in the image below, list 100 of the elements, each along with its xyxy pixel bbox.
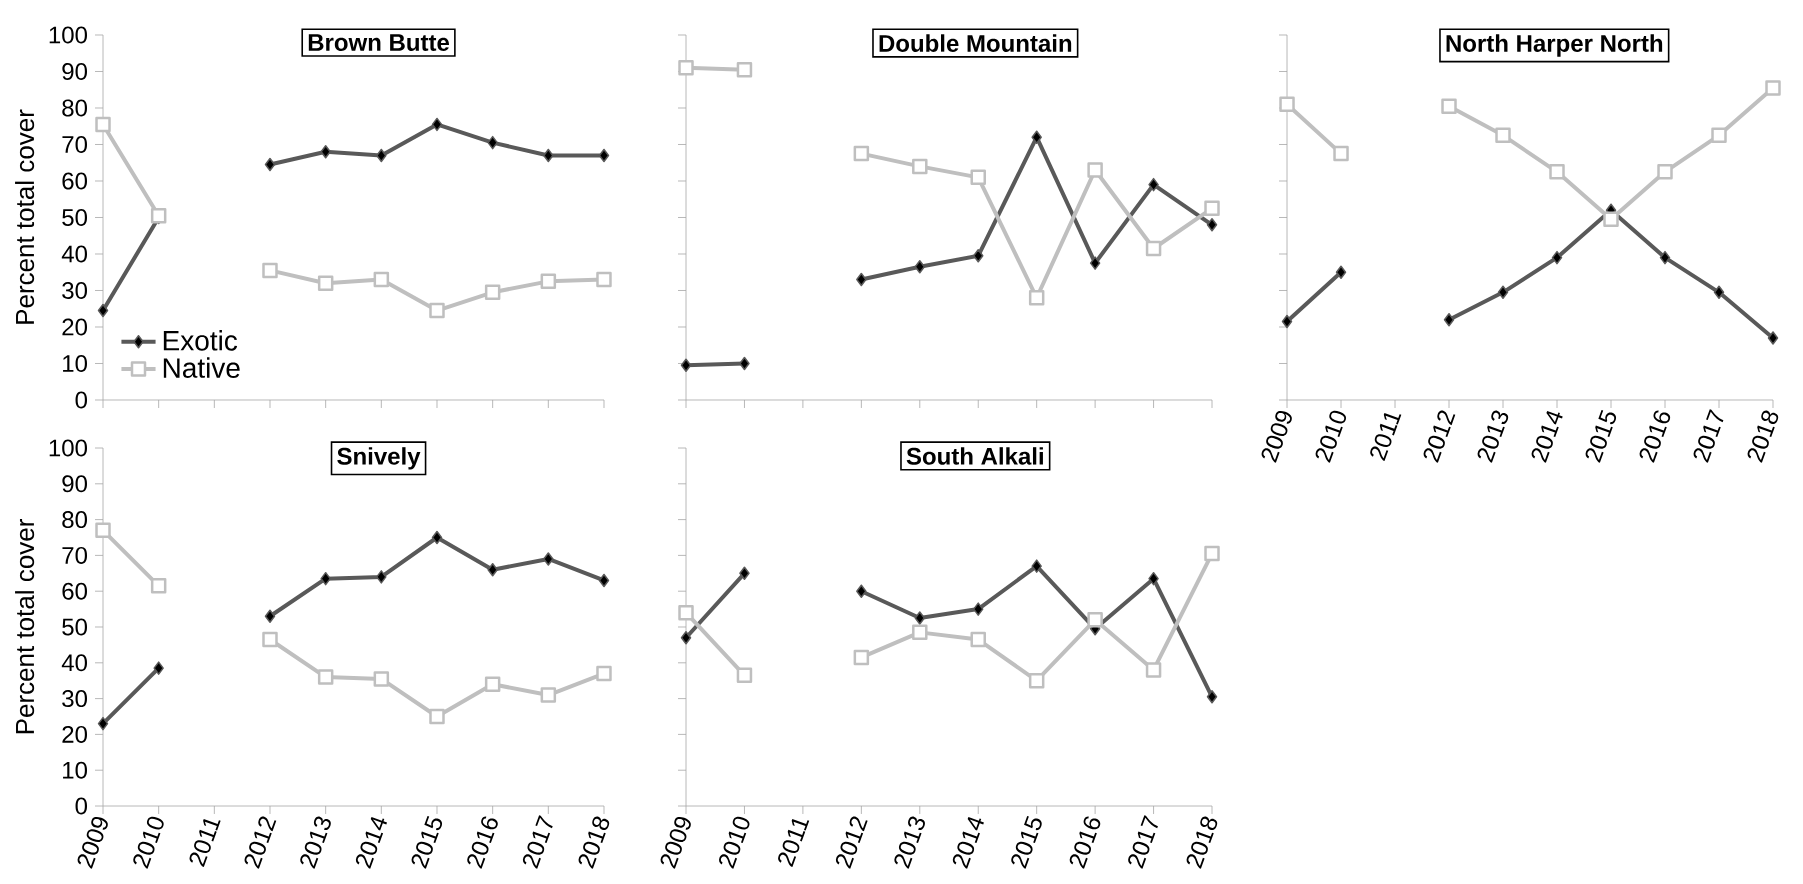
point <box>376 570 387 584</box>
point <box>1443 312 1455 327</box>
x-tick-label: 2015 <box>1585 409 1617 463</box>
chart-title: Brown Butte <box>308 34 450 51</box>
x-tick-label: 2013 <box>300 816 331 869</box>
y-tick-label: 40 <box>61 245 88 263</box>
y-axis-title: Percent total cover <box>15 519 35 734</box>
point <box>1204 545 1220 562</box>
y-tick-label: 80 <box>62 99 88 117</box>
point <box>150 578 167 594</box>
x-tick-label: 2009 <box>660 816 691 869</box>
point <box>1495 127 1511 144</box>
point <box>317 275 334 291</box>
chart-title: North Harper North <box>1446 34 1663 57</box>
x-tick-label: 2013 <box>1477 410 1509 463</box>
point <box>320 145 331 159</box>
point <box>373 271 390 288</box>
point <box>1657 164 1673 180</box>
point <box>1148 177 1159 192</box>
point <box>540 273 557 290</box>
point <box>1028 290 1045 306</box>
point <box>678 60 694 76</box>
point <box>1145 240 1162 257</box>
x-tick-label: 2016 <box>467 816 498 869</box>
x-tick-label: 2011 <box>778 818 810 868</box>
x-tick-label: 2009 <box>1261 410 1292 463</box>
point <box>856 584 867 598</box>
point <box>1711 127 1727 144</box>
x-tick-label: 2014 <box>355 816 388 869</box>
x-tick-label: 2018 <box>578 816 610 869</box>
point <box>678 604 694 621</box>
point <box>262 631 278 648</box>
point <box>264 609 276 624</box>
y-tick-label: 20 <box>62 318 88 336</box>
point <box>1603 211 1619 228</box>
point <box>1333 145 1349 162</box>
y-tick-label: 70 <box>62 136 88 153</box>
y-tick-label: 80 <box>62 511 88 529</box>
x-tick-label: 2009 <box>77 816 108 869</box>
point <box>912 624 928 641</box>
x-tick-label: 2015 <box>1011 815 1042 869</box>
y-axis-title: Percent total cover <box>15 109 35 324</box>
x-tick-label: 2010 <box>719 816 750 869</box>
point <box>596 271 612 288</box>
y-tick-label: 0 <box>75 391 88 409</box>
point <box>736 61 753 78</box>
point <box>1659 250 1671 265</box>
point <box>1281 314 1293 329</box>
y-tick-label: 10 <box>63 761 88 779</box>
x-tick-label: 2016 <box>1639 410 1671 463</box>
point <box>680 630 692 645</box>
x-tick-label: 2012 <box>835 816 868 869</box>
point <box>97 716 109 731</box>
point <box>1087 162 1103 178</box>
point <box>1206 218 1218 232</box>
point <box>912 158 928 175</box>
y-tick-label: 30 <box>62 282 88 299</box>
x-tick-label: 2015 <box>411 815 443 869</box>
y-tick-label: 50 <box>62 618 88 636</box>
point <box>320 571 331 586</box>
point <box>376 148 387 163</box>
point <box>264 157 276 172</box>
point <box>970 631 986 648</box>
point <box>1031 130 1042 144</box>
point <box>373 671 390 687</box>
x-tick-label: 2012 <box>244 816 277 869</box>
point <box>1206 690 1218 704</box>
point <box>853 649 870 666</box>
point <box>429 708 445 725</box>
point <box>853 145 870 162</box>
point <box>1148 571 1159 586</box>
y-tick-label: 30 <box>62 690 88 708</box>
point <box>598 148 610 163</box>
x-tick-label: 2016 <box>1069 816 1101 869</box>
y-tick-label: 0 <box>75 797 88 815</box>
y-tick-label: 70 <box>62 546 88 564</box>
point <box>540 687 557 703</box>
x-tick-label: 2013 <box>894 816 925 869</box>
point <box>1145 662 1162 678</box>
y-tick-label: 60 <box>62 582 88 600</box>
x-tick-label: 2017 <box>1693 409 1724 463</box>
point <box>598 573 610 588</box>
point <box>1335 265 1347 279</box>
point <box>262 262 278 279</box>
point <box>1713 285 1725 300</box>
point <box>680 358 692 373</box>
x-tick-label: 2012 <box>1423 410 1456 463</box>
x-tick-label: 2011 <box>189 818 221 868</box>
point <box>153 661 164 675</box>
chart-title: South Alkali <box>906 447 1043 465</box>
x-tick-label: 2010 <box>133 816 164 869</box>
y-tick-label: 90 <box>62 475 88 493</box>
point <box>1089 256 1101 270</box>
y-tick-label: 40 <box>61 654 88 672</box>
point <box>736 667 753 684</box>
x-tick-label: 2014 <box>1531 410 1563 463</box>
point <box>970 169 986 186</box>
point <box>484 284 501 301</box>
point <box>431 530 443 545</box>
x-tick-label: 2017 <box>1128 815 1158 869</box>
